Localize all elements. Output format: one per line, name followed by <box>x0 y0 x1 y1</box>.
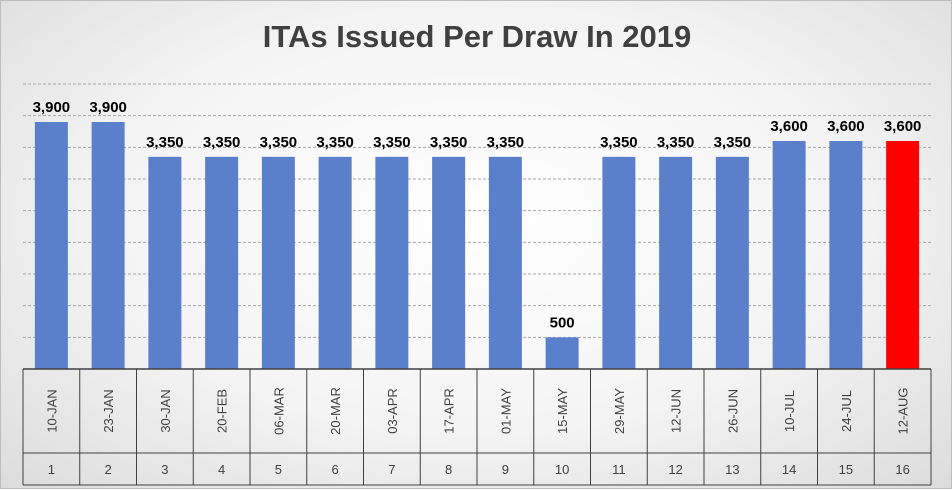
bar <box>91 122 125 369</box>
bar <box>715 156 749 369</box>
data-label: 3,350 <box>430 134 468 151</box>
data-label: 3,350 <box>657 134 695 151</box>
category-tick-label: 10-JAN <box>44 389 59 432</box>
bar <box>432 156 466 369</box>
draw-number-label: 9 <box>502 462 509 477</box>
draw-number-label: 5 <box>275 462 282 477</box>
category-tick-label: 03-APR <box>385 388 400 434</box>
draw-number-label: 3 <box>161 462 168 477</box>
draw-number-label: 16 <box>895 462 909 477</box>
data-labels: 3,900 3,900 3,350 3,350 3,350 3,350 3,350 3,350… <box>33 99 922 331</box>
draw-number-label: 6 <box>332 462 339 477</box>
draw-number-label: 8 <box>445 462 452 477</box>
data-label: 3,600 <box>770 118 808 135</box>
bar <box>205 156 239 369</box>
draw-number-label: 14 <box>782 462 796 477</box>
data-label: 3,600 <box>827 118 865 135</box>
bar <box>34 122 68 369</box>
category-tick-label: 06-MAR <box>271 387 286 435</box>
data-label: 3,600 <box>884 118 922 135</box>
draw-number-label: 15 <box>839 462 853 477</box>
category-tick-label: 01-MAY <box>498 388 513 434</box>
category-axis-table: 10-JAN 1 23-JAN 2 30-JAN 3 20-FEB 4 06-MAR 5 20-MA… <box>22 368 932 486</box>
data-label: 3,900 <box>89 99 127 116</box>
category-tick-label: 24-JUL <box>839 390 854 432</box>
category-tick-label: 30-JAN <box>158 389 173 432</box>
bar <box>659 156 693 369</box>
data-label: 3,350 <box>146 134 184 151</box>
data-label: 3,900 <box>33 99 71 116</box>
data-label: 3,350 <box>203 134 241 151</box>
bar <box>886 141 920 369</box>
category-tick-label: 29-MAY <box>612 388 627 434</box>
data-label: 3,350 <box>316 134 354 151</box>
bar <box>318 156 352 369</box>
draw-number-label: 13 <box>725 462 739 477</box>
draw-number-label: 1 <box>48 462 55 477</box>
category-tick-label: 12-AUG <box>896 388 911 435</box>
draw-number-label: 10 <box>555 462 569 477</box>
draw-number-label: 11 <box>612 462 626 477</box>
bar <box>148 156 182 369</box>
bar <box>545 337 579 369</box>
data-label: 3,350 <box>373 134 411 151</box>
draw-number-label: 4 <box>218 462 225 477</box>
data-label: 3,350 <box>487 134 525 151</box>
draw-number-label: 12 <box>668 462 682 477</box>
chart-title: ITAs Issued Per Draw In 2019 <box>262 19 692 54</box>
category-tick-label: 15-MAY <box>555 388 570 434</box>
category-tick-label: 23-JAN <box>101 389 116 432</box>
data-label: 500 <box>550 314 575 331</box>
category-tick-label: 12-JUN <box>669 389 684 433</box>
data-label: 3,350 <box>600 134 638 151</box>
data-label: 3,350 <box>260 134 298 151</box>
bars <box>34 122 920 369</box>
category-tick-label: 17-APR <box>442 388 457 434</box>
bar <box>261 156 295 369</box>
category-tick-label: 26-JUN <box>725 389 740 433</box>
category-tick-label: 20-MAR <box>328 387 343 435</box>
bar <box>602 156 636 369</box>
data-label: 3,350 <box>714 134 752 151</box>
bar <box>488 156 522 369</box>
category-tick-label: 10-JUL <box>782 390 797 432</box>
category-tick-label: 20-FEB <box>215 389 230 433</box>
bar <box>772 141 806 369</box>
bar <box>829 141 863 369</box>
bar <box>375 156 409 369</box>
draw-number-label: 7 <box>388 462 395 477</box>
draw-number-label: 2 <box>105 462 112 477</box>
